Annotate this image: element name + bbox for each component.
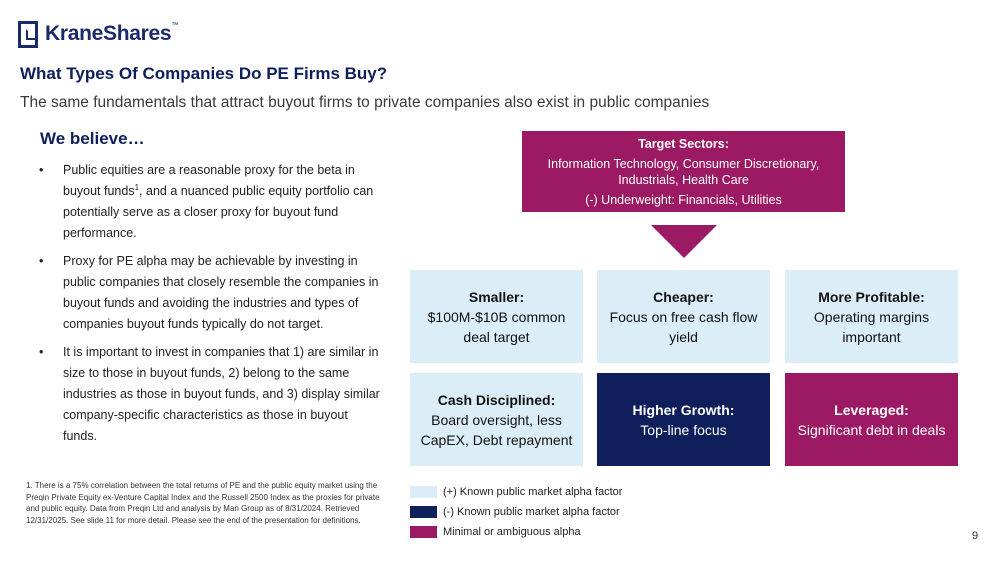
page-number: 9: [972, 530, 979, 542]
target-sectors-box: Target Sectors: Information Technology, …: [522, 131, 845, 212]
box-cash-desc: Board oversight, less CapEX, Debt repaym…: [420, 411, 573, 448]
legend-negative-label: (-) Known public market alpha factor: [443, 506, 620, 518]
legend-positive-label: (+) Known public market alpha factor: [443, 486, 623, 498]
legend-swatch-navy: [410, 506, 437, 518]
box-cheaper-desc: Focus on free cash flow yield: [609, 308, 758, 345]
target-underweight: (-) Underweight: Financials, Utilities: [585, 193, 782, 207]
box-smaller-desc: $100M-$10B common deal target: [427, 308, 566, 345]
target-sectors-title: Target Sectors:: [638, 137, 729, 151]
logo-trademark: ™: [171, 22, 178, 29]
box-cash-title: Cash Disciplined:: [437, 391, 556, 408]
bullet-importance: It is important to invest in companies t…: [36, 342, 381, 447]
target-sectors-list: Information Technology, Consumer Discret…: [547, 157, 820, 187]
kraneshares-logo: KraneShares™: [18, 18, 178, 50]
legend-minimal-label: Minimal or ambiguous alpha: [443, 526, 581, 538]
legend-minimal: Minimal or ambiguous alpha: [410, 522, 622, 542]
legend-negative: (-) Known public market alpha factor: [410, 502, 622, 522]
box-growth-title: Higher Growth:: [632, 401, 735, 418]
box-leveraged: Leveraged: Significant debt in deals: [785, 373, 958, 466]
box-higher-growth: Higher Growth: Top-line focus: [597, 373, 770, 466]
box-leveraged-desc: Significant debt in deals: [797, 421, 946, 438]
box-cash-disciplined: Cash Disciplined: Board oversight, less …: [410, 373, 583, 466]
legend-positive: (+) Known public market alpha factor: [410, 482, 622, 502]
box-cheaper-title: Cheaper:: [653, 288, 714, 305]
box-smaller-title: Smaller:: [468, 288, 525, 305]
box-leveraged-title: Leveraged:: [834, 401, 909, 418]
legend-swatch-plum: [410, 526, 437, 538]
footnote: 1. There is a 75% correlation between th…: [26, 481, 380, 525]
page-title: What Types Of Companies Do PE Firms Buy?: [20, 64, 388, 83]
box-smaller: Smaller: $100M-$10B common deal target: [410, 270, 583, 363]
box-cheaper: Cheaper: Focus on free cash flow yield: [597, 270, 770, 363]
bullet-1-text: Public equities are a reasonable proxy f…: [63, 163, 355, 198]
page-subtitle: The same fundamentals that attract buyou…: [20, 94, 710, 111]
box-more-profitable: More Profitable: Operating margins impor…: [785, 270, 958, 363]
footnote-ref: 1: [134, 182, 140, 192]
box-profitable-title: More Profitable:: [818, 288, 925, 305]
bullet-beta-proxy: Public equities are a reasonable proxy f…: [36, 160, 381, 244]
logo-mark-icon: [18, 20, 39, 48]
box-growth-desc: Top-line focus: [640, 421, 727, 438]
we-believe-heading: We believe…: [40, 129, 145, 148]
legend: (+) Known public market alpha factor (-)…: [410, 482, 622, 542]
down-arrow-icon: [651, 225, 717, 258]
bullet-1-text-end: , and a nuanced public equity portfolio …: [63, 184, 374, 240]
logo-text: KraneShares: [45, 22, 172, 45]
box-profitable-desc: Operating margins important: [813, 308, 930, 345]
legend-swatch-light: [410, 486, 437, 498]
bullet-alpha-proxy: Proxy for PE alpha may be achievable by …: [36, 251, 381, 335]
belief-list: Public equities are a reasonable proxy f…: [36, 160, 381, 454]
